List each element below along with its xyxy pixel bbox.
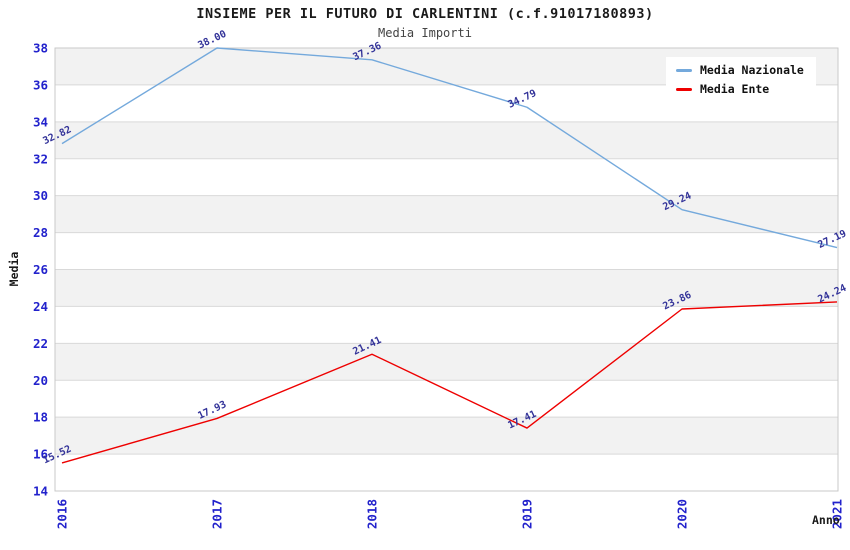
y-tick-label: 20	[33, 373, 48, 388]
plot-band	[55, 195, 838, 233]
y-tick-label: 32	[33, 151, 48, 166]
x-tick-label: 2017	[210, 499, 225, 529]
y-tick-label: 38	[33, 41, 48, 56]
y-tick-label: 28	[33, 225, 48, 240]
chart-subtitle: Media Importi	[378, 26, 472, 40]
y-tick-label: 16	[33, 447, 48, 462]
plot-band	[55, 158, 838, 196]
y-tick-labels: 38 36 34 32 30 28 26 24 22 20 18 16 14	[33, 41, 48, 499]
y-tick-label: 24	[33, 299, 48, 314]
legend-label-media-nazionale: Media Nazionale	[700, 63, 804, 77]
plot-band	[55, 121, 838, 159]
plot-band	[55, 269, 838, 307]
x-tick-label: 2020	[675, 499, 690, 529]
legend-marker-red-line	[676, 87, 692, 91]
y-tick-label: 14	[33, 484, 48, 499]
x-tick-label: 2016	[55, 499, 70, 529]
legend-item-media-ente[interactable]: Media Ente	[676, 82, 804, 96]
legend-item-media-nazionale[interactable]: Media Nazionale	[676, 63, 804, 77]
plot-band	[55, 343, 838, 381]
plot-band	[55, 454, 838, 491]
plot-band	[55, 417, 838, 455]
plot-border	[54, 47, 839, 492]
y-tick-label: 18	[33, 410, 48, 425]
y-tick-label: 22	[33, 336, 48, 351]
y-tick-label: 26	[33, 262, 48, 277]
plot-band	[55, 232, 838, 270]
x-tick-label: 2019	[520, 499, 535, 529]
x-axis-title: Anno	[812, 513, 840, 527]
x-tick-labels: 2016 2017 2018 2019 2020 2021	[55, 499, 845, 529]
x-tick-label: 2021	[830, 499, 845, 529]
y-tick-label: 34	[33, 114, 48, 129]
x-tick-label: 2018	[365, 499, 380, 529]
y-tick-label: 30	[33, 188, 48, 203]
chart-title: INSIEME PER IL FUTURO DI CARLENTINI (c.f…	[196, 6, 654, 22]
legend: Media Nazionale Media Ente	[666, 57, 816, 103]
y-tick-label: 36	[33, 77, 48, 92]
y-axis-title: Media	[7, 251, 21, 287]
series-line	[61, 47, 838, 249]
plot-band	[55, 380, 838, 418]
series-line	[61, 301, 838, 464]
plot-bands	[55, 48, 838, 491]
plot-band	[55, 306, 838, 344]
legend-marker-blue-line	[676, 68, 692, 72]
legend-label-media-ente: Media Ente	[700, 82, 770, 96]
